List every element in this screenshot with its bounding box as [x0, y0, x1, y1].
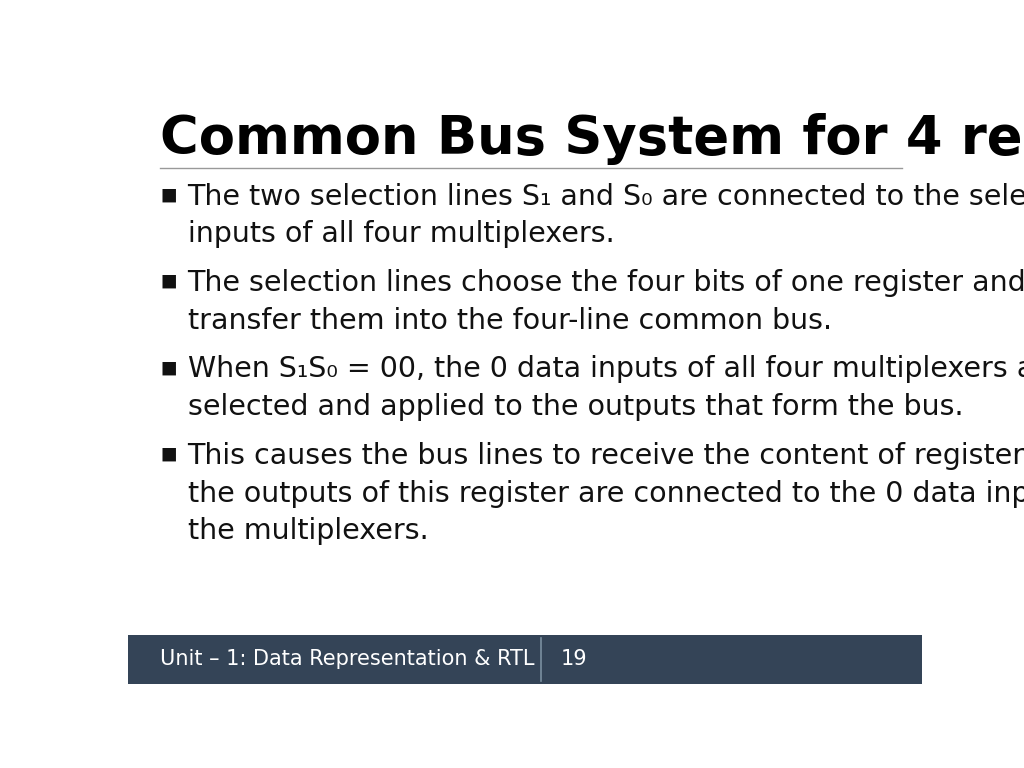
Text: ▪: ▪: [160, 269, 178, 295]
Text: ▪: ▪: [160, 442, 178, 468]
Text: The two selection lines S₁ and S₀ are connected to the selection: The two selection lines S₁ and S₀ are co…: [187, 183, 1024, 210]
Text: Common Bus System for 4 registers: Common Bus System for 4 registers: [160, 113, 1024, 165]
Text: ▪: ▪: [160, 356, 178, 382]
Text: The selection lines choose the four bits of one register and: The selection lines choose the four bits…: [187, 269, 1024, 297]
Text: This causes the bus lines to receive the content of register A since: This causes the bus lines to receive the…: [187, 442, 1024, 470]
Text: the outputs of this register are connected to the 0 data inputs of: the outputs of this register are connect…: [187, 479, 1024, 508]
Text: 19: 19: [560, 649, 587, 669]
Text: selected and applied to the outputs that form the bus.: selected and applied to the outputs that…: [187, 393, 964, 421]
Text: ▪: ▪: [160, 183, 178, 209]
Bar: [128, 635, 922, 684]
Text: transfer them into the four-line common bus.: transfer them into the four-line common …: [187, 307, 831, 335]
Text: Unit – 1: Data Representation & RTL: Unit – 1: Data Representation & RTL: [160, 649, 535, 669]
Text: the multiplexers.: the multiplexers.: [187, 518, 428, 545]
Text: inputs of all four multiplexers.: inputs of all four multiplexers.: [187, 220, 614, 249]
Text: When S₁S₀ = 00, the 0 data inputs of all four multiplexers are: When S₁S₀ = 00, the 0 data inputs of all…: [187, 356, 1024, 383]
